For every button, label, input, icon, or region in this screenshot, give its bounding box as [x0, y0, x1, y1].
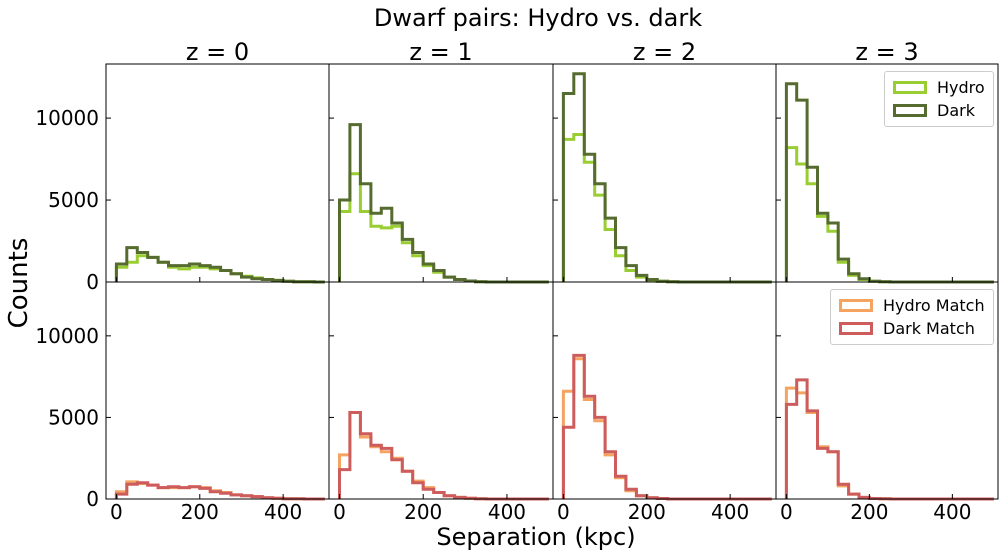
column-title: z = 1 [409, 38, 472, 66]
x-axis-label: Separation (kpc) [436, 523, 635, 551]
x-tick-label: 400 [488, 500, 526, 524]
panel-frame [775, 281, 999, 500]
legend-swatch-dark-match [839, 322, 873, 335]
y-tick-label: 5000 [48, 188, 99, 212]
legend-swatch-dark [893, 104, 927, 117]
y-tick-label: 10000 [35, 324, 99, 348]
legend-swatch-hydro [893, 81, 927, 94]
x-tick-label: 400 [711, 500, 749, 524]
series-hydro-match-r1-c1 [338, 411, 549, 501]
x-tick-label: 0 [557, 500, 570, 524]
legend-label-hydro: Hydro [937, 78, 985, 97]
panel-r0-c0: 0 5000 10000 z = 0 [35, 38, 330, 294]
legend-entry-hydro: Hydro [893, 76, 985, 99]
legend-top: Hydro Dark [884, 71, 994, 127]
panel-r0-c2: z = 2 [552, 38, 777, 284]
series-hydro-match-r1-c2 [561, 357, 772, 501]
panel-grid: 0 5000 10000 z = 0 z = 1 z = 2 z = 3 0 5000 10000… [35, 38, 999, 524]
legend-bottom: Hydro Match Dark Match [830, 289, 994, 345]
legend-label-dark-match: Dark Match [883, 319, 975, 338]
x-tick-label: 0 [333, 500, 346, 524]
panel-r1-c2: 0 200 400 [552, 281, 777, 524]
legend-swatch-hydro-match [839, 299, 873, 312]
legend-label-dark: Dark [937, 101, 975, 120]
panel-frame [328, 281, 554, 500]
figure-title: Dwarf pairs: Hydro vs. dark [374, 4, 702, 32]
series-dark-r0-c0 [114, 246, 325, 284]
legend-label-hydro-match: Hydro Match [883, 296, 985, 315]
panel-frame [328, 63, 554, 283]
series-dark-match-r1-c1 [338, 411, 549, 501]
series-dark-r0-c2 [561, 72, 772, 284]
legend-entry-hydro-match: Hydro Match [839, 294, 985, 317]
x-tick-label: 200 [404, 500, 442, 524]
x-tick-label: 200 [850, 500, 888, 524]
panel-frame [105, 63, 330, 283]
legend-entry-dark: Dark [893, 99, 985, 122]
series-dark-match-r1-c3 [784, 378, 994, 501]
y-tick-label: 0 [86, 487, 99, 511]
panel-frame [552, 63, 777, 283]
panel-r1-c3: 0 200 400 [775, 281, 999, 524]
column-title: z = 0 [186, 38, 249, 66]
y-tick-label: 10000 [35, 106, 99, 130]
x-tick-label: 400 [264, 500, 302, 524]
x-tick-label: 400 [933, 500, 971, 524]
legend-entry-dark-match: Dark Match [839, 317, 985, 340]
panel-r0-c1: z = 1 [328, 38, 554, 284]
x-tick-label: 0 [780, 500, 793, 524]
panel-r1-c1: 0 200 400 [328, 281, 554, 524]
panel-r1-c0: 0 5000 10000 0 200 400 [35, 281, 330, 524]
x-tick-label: 200 [181, 500, 219, 524]
series-dark-match-r1-c2 [561, 353, 772, 501]
column-title: z = 2 [633, 38, 696, 66]
panel-frame [105, 281, 330, 500]
y-axis-label: Counts [4, 238, 34, 329]
y-tick-label: 5000 [48, 405, 99, 429]
y-tick-label: 0 [86, 270, 99, 294]
series-dark-r0-c1 [338, 123, 549, 284]
series-dark-match-r1-c0 [114, 481, 325, 501]
panel-frame [552, 281, 777, 500]
column-title: z = 3 [855, 38, 918, 66]
x-tick-label: 0 [110, 500, 123, 524]
x-tick-label: 200 [628, 500, 666, 524]
